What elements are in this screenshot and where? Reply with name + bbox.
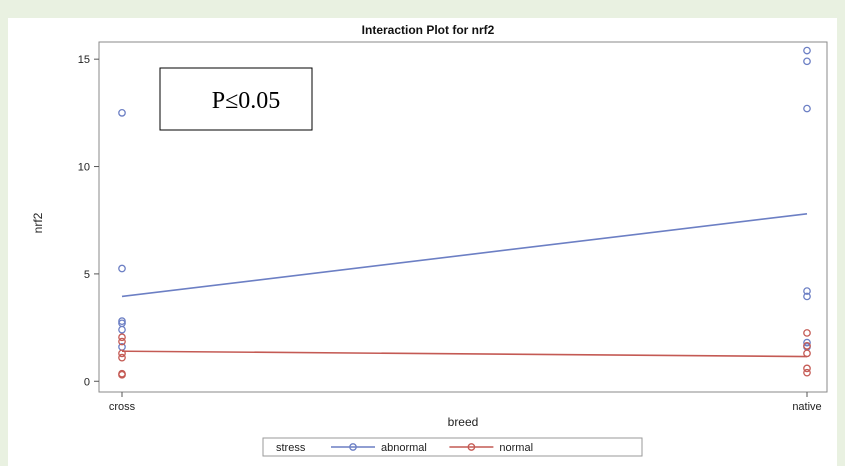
x-axis-label: breed — [448, 415, 479, 429]
p-value-text: P≤0.05 — [212, 88, 281, 114]
series-points — [118, 46, 811, 379]
interaction-plot: Interaction Plot for nrf2 nrf2 breed 0 5 1… — [31, 23, 828, 457]
chart-area: Interaction Plot for nrf2 nrf2 breed 0 5 1… — [8, 18, 837, 466]
legend-label-abnormal: abnormal — [381, 442, 427, 454]
data-point-abnormal — [118, 317, 126, 325]
x-tick-label-native: native — [792, 401, 821, 413]
y-tick-label: 10 — [78, 162, 90, 174]
legend: stress abnormal normal — [262, 437, 643, 457]
legend-title: stress — [276, 442, 306, 454]
legend-swatch-marker-abnormal — [349, 443, 357, 451]
series-lines — [121, 212, 808, 358]
data-point-normal — [118, 337, 126, 346]
data-point-abnormal — [803, 46, 811, 55]
series-line-abnormal — [121, 212, 808, 298]
data-point-normal — [803, 364, 811, 373]
p-value-box-border — [159, 67, 313, 131]
data-point-normal — [118, 370, 126, 379]
p-value-box: P≤0.05 — [159, 67, 313, 131]
data-point-abnormal — [118, 325, 126, 334]
y-tick-label: 5 — [84, 269, 90, 281]
data-point-abnormal — [118, 109, 126, 117]
legend-entries: abnormal normal — [331, 442, 533, 454]
y-tick-label: 15 — [78, 54, 90, 66]
legend-swatch-marker-normal — [467, 443, 476, 451]
data-point-normal — [803, 329, 811, 337]
data-point-normal — [118, 349, 126, 358]
y-tick-label: 0 — [84, 376, 90, 388]
x-tick-label-cross: cross — [109, 401, 136, 413]
data-point-abnormal — [803, 292, 811, 301]
data-point-abnormal — [803, 338, 811, 347]
plot-frame — [98, 41, 828, 393]
data-point-abnormal — [118, 264, 126, 273]
x-axis-ticks: cross native — [109, 392, 822, 413]
legend-label-normal: normal — [499, 442, 533, 454]
y-axis-label: nrf2 — [31, 212, 45, 233]
chart-title: Interaction Plot for nrf2 — [362, 23, 495, 37]
series-line-normal — [121, 350, 808, 358]
data-point-normal — [803, 349, 811, 358]
data-point-abnormal — [803, 104, 811, 113]
data-point-abnormal — [803, 57, 811, 66]
data-point-normal — [803, 341, 811, 350]
data-point-abnormal — [803, 287, 811, 295]
data-point-normal — [118, 353, 126, 362]
data-point-normal — [118, 333, 126, 342]
data-point-normal — [803, 368, 811, 377]
y-axis-ticks: 0 5 10 15 — [78, 54, 99, 388]
